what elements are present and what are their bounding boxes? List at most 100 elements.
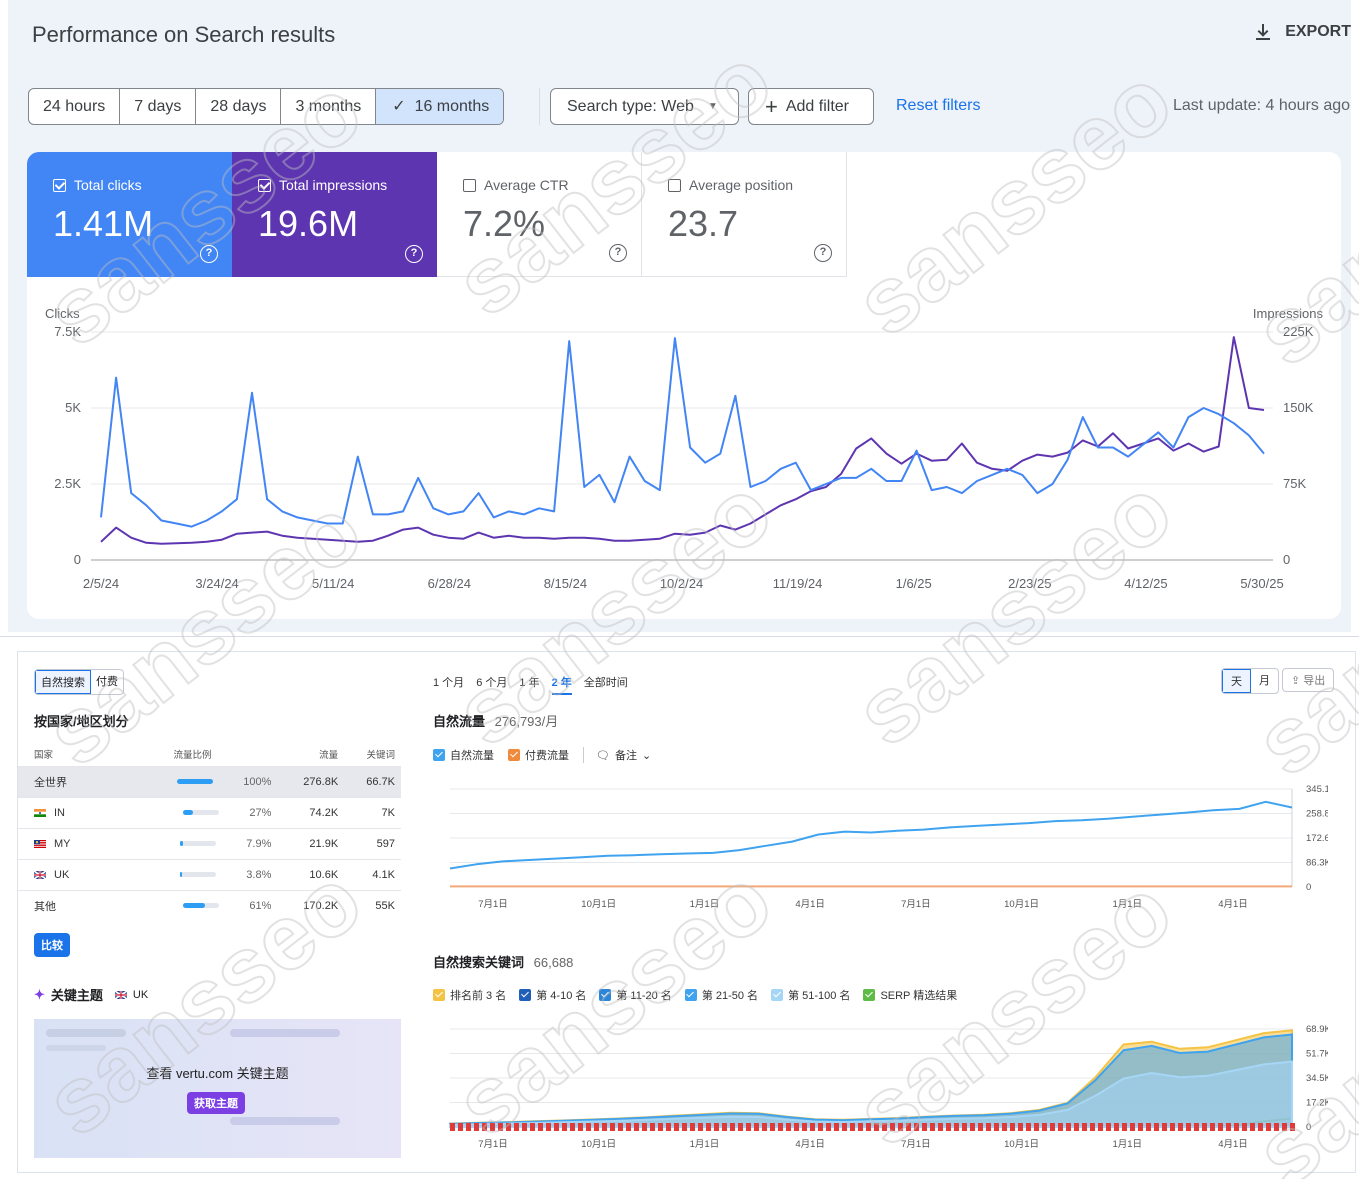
export-button-cn[interactable]: ⇪ 导出 bbox=[1282, 668, 1335, 692]
search-type-label: Search type: Web bbox=[567, 97, 694, 115]
event-marker bbox=[1210, 1123, 1215, 1131]
country-name: 其他 bbox=[34, 900, 56, 913]
organic-paid-toggle: 自然搜索 付费 bbox=[34, 669, 124, 695]
event-marker bbox=[994, 1123, 999, 1131]
share-cell: 3.8% bbox=[113, 858, 278, 890]
range-3-months[interactable]: 3 months bbox=[281, 89, 377, 124]
metric-average-ctr[interactable]: Average CTR 7.2% ? bbox=[437, 152, 642, 277]
event-marker bbox=[490, 1123, 495, 1131]
notes-dropdown[interactable]: 🗨 备注 ⌄ bbox=[583, 747, 651, 763]
keywords-cell[interactable]: 4.1K bbox=[344, 858, 401, 890]
period-all-time[interactable]: 全部时间 bbox=[583, 677, 628, 689]
table-row[interactable]: 全世界 100% 276.8K 66.7K bbox=[18, 765, 401, 797]
granularity-day[interactable]: 天 bbox=[1222, 669, 1251, 693]
metric-label: Average CTR bbox=[484, 177, 569, 193]
keywords-cell[interactable]: 597 bbox=[344, 827, 401, 859]
country-cell: 其他 bbox=[18, 889, 114, 921]
legend-paid[interactable]: 付费流量 bbox=[508, 747, 569, 763]
x-tick-label: 11/19/24 bbox=[773, 576, 823, 591]
range-16-months[interactable]: ✓ 16 months bbox=[376, 89, 504, 124]
granularity-month[interactable]: 月 bbox=[1259, 675, 1270, 687]
period-2-years[interactable]: 2 年 bbox=[551, 674, 572, 695]
legend-label: 第 4-10 名 bbox=[536, 990, 587, 1002]
period-1-year[interactable]: 1 年 bbox=[519, 677, 540, 689]
legend-paid-label: 付费流量 bbox=[525, 750, 569, 762]
event-marker bbox=[530, 1123, 535, 1131]
x-tick-label: 7月1日 bbox=[478, 899, 508, 910]
keywords-cell[interactable]: 7K bbox=[344, 796, 401, 828]
range-24-hours[interactable]: 24 hours bbox=[29, 89, 121, 124]
legend-organic-label: 自然流量 bbox=[450, 750, 494, 762]
share-bar-fill bbox=[177, 779, 214, 785]
checkbox-icon bbox=[433, 749, 445, 761]
table-row[interactable]: IN 27% 74.2K 7K bbox=[18, 796, 401, 828]
legend-serp[interactable]: SERP 精选结果 bbox=[863, 987, 957, 1003]
event-marker bbox=[674, 1123, 679, 1131]
metric-value: 19.6M bbox=[258, 203, 359, 244]
help-icon[interactable]: ? bbox=[405, 245, 423, 263]
event-marker bbox=[1154, 1123, 1159, 1131]
toggle-paid[interactable]: 付费 bbox=[96, 676, 118, 688]
x-tick-label: 7月1日 bbox=[901, 899, 931, 910]
event-marker bbox=[1242, 1123, 1247, 1131]
table-row[interactable]: MY 7.9% 21.9K 597 bbox=[18, 827, 401, 859]
reset-filters-link[interactable]: Reset filters bbox=[896, 97, 981, 114]
share-bar-fill bbox=[180, 841, 184, 847]
period-6-months[interactable]: 6 个月 bbox=[476, 677, 508, 689]
event-marker bbox=[1034, 1123, 1039, 1131]
legend-organic[interactable]: 自然流量 bbox=[433, 747, 494, 763]
search-type-dropdown[interactable]: Search type: Web ▼ bbox=[550, 88, 739, 125]
share-bar bbox=[183, 903, 220, 909]
metric-total-impressions[interactable]: Total impressions 19.6M ? bbox=[232, 152, 437, 277]
share-bar bbox=[180, 841, 217, 847]
help-icon[interactable]: ? bbox=[609, 244, 627, 262]
event-marker bbox=[1258, 1123, 1263, 1131]
x-tick-label: 6/28/24 bbox=[428, 576, 471, 591]
legend-11-20[interactable]: 第 11-20 名 bbox=[599, 987, 672, 1003]
table-row[interactable]: UK 3.8% 10.6K 4.1K bbox=[18, 858, 401, 890]
country-name: 全世界 bbox=[34, 776, 67, 789]
country-name: IN bbox=[54, 806, 65, 819]
help-icon[interactable]: ? bbox=[200, 245, 218, 263]
legend-4-10[interactable]: 第 4-10 名 bbox=[519, 987, 586, 1003]
download-icon bbox=[1256, 24, 1271, 40]
help-icon[interactable]: ? bbox=[814, 244, 832, 262]
share-value: 61% bbox=[249, 899, 272, 912]
x-tick-label: 10/2/24 bbox=[660, 576, 703, 591]
event-marker bbox=[906, 1123, 911, 1131]
event-marker bbox=[1274, 1123, 1279, 1131]
x-tick-label: 4月1日 bbox=[1218, 1139, 1248, 1150]
share-bar-fill bbox=[183, 903, 206, 909]
x-tick-label: 10月1日 bbox=[1004, 1139, 1039, 1150]
y2-tick-label: 75K bbox=[1283, 476, 1306, 491]
organic-keywords-label: 自然搜索关键词 bbox=[433, 955, 525, 970]
export-button[interactable]: EXPORT bbox=[1253, 22, 1351, 42]
plus-icon: + bbox=[765, 93, 778, 119]
x-tick-label: 10月1日 bbox=[1004, 899, 1039, 910]
add-filter-button[interactable]: + Add filter bbox=[748, 88, 874, 125]
checkbox-icon bbox=[519, 989, 532, 1001]
event-marker bbox=[666, 1123, 671, 1131]
traffic-cell[interactable]: 21.9K bbox=[277, 827, 345, 859]
get-topics-button[interactable]: 获取主题 bbox=[187, 1092, 245, 1114]
metric-average-position[interactable]: Average position 23.7 ? bbox=[642, 152, 847, 277]
y-tick-label: 172.6K bbox=[1306, 833, 1328, 844]
gsc-panel: Performance on Search results EXPORT 24 … bbox=[8, 0, 1351, 632]
metric-total-clicks[interactable]: Total clicks 1.41M ? bbox=[27, 152, 232, 277]
export-label-cn: 导出 bbox=[1303, 675, 1326, 687]
period-1-month[interactable]: 1 个月 bbox=[433, 677, 465, 689]
traffic-cell[interactable]: 10.6K bbox=[277, 858, 345, 890]
range-7-days[interactable]: 7 days bbox=[120, 89, 197, 124]
event-marker bbox=[554, 1123, 559, 1131]
range-28-days[interactable]: 28 days bbox=[196, 89, 282, 124]
legend-51-100[interactable]: 第 51-100 名 bbox=[771, 987, 850, 1003]
sparkle-icon: ✦ bbox=[34, 986, 45, 1002]
check-icon: ✓ bbox=[392, 98, 415, 115]
toggle-organic[interactable]: 自然搜索 bbox=[35, 670, 91, 694]
legend-21-50[interactable]: 第 21-50 名 bbox=[684, 987, 758, 1003]
traffic-cell[interactable]: 74.2K bbox=[277, 796, 345, 828]
compare-button[interactable]: 比较 bbox=[34, 933, 70, 957]
checkbox-icon bbox=[463, 178, 476, 192]
legend-top3[interactable]: 排名前 3 名 bbox=[433, 987, 506, 1003]
table-row[interactable]: 其他 61% 170.2K 55K bbox=[18, 889, 401, 921]
